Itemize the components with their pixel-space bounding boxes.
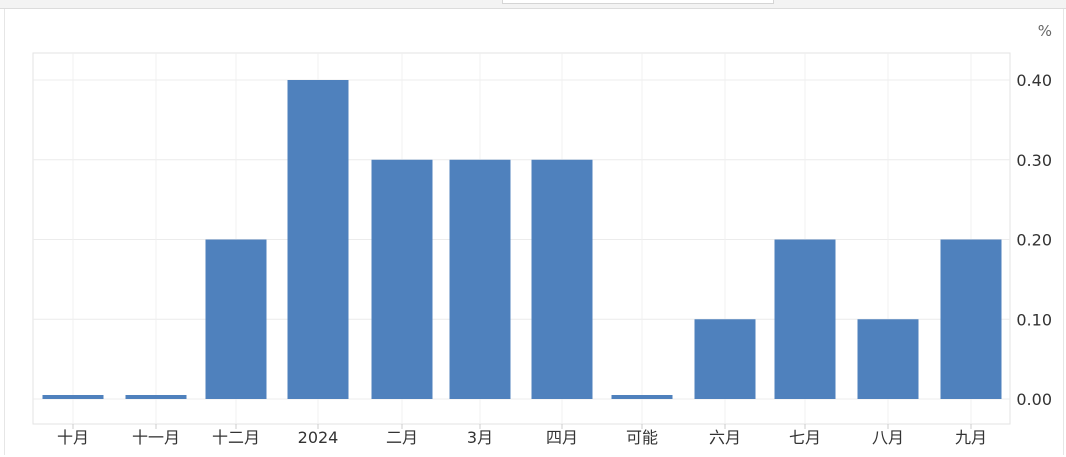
x-tick-label: 二月 [386,428,418,447]
bar[interactable] [611,395,673,399]
bar[interactable] [205,239,267,400]
x-tick-label: 2024 [298,428,339,447]
y-tick-label: 0.30 [1016,151,1052,170]
x-axis-ticks: 十月 十一月 十二月 2024 二月 3月 四月 可能 六月 七月 八月 九月 [57,424,987,447]
chart-frame [4,9,1064,455]
top-tab [502,0,774,4]
x-tick-label: 七月 [789,428,821,447]
bar[interactable] [287,80,349,399]
x-tick-label: 可能 [626,428,658,447]
plot-area-border [32,52,1011,425]
y-tick-label: 0.20 [1016,231,1052,250]
bar[interactable] [371,159,433,399]
y-axis-unit: % [1038,22,1052,40]
y-tick-label: 0.40 [1016,71,1052,90]
bar[interactable] [42,395,104,399]
x-tick-label: 十月 [57,428,89,447]
x-tick-label: 3月 [467,428,493,447]
bars [42,80,1002,400]
y-tick-label: 0.00 [1016,390,1052,409]
bar[interactable] [940,239,1002,400]
x-tick-label: 十一月 [132,428,180,447]
bar[interactable] [125,395,187,399]
x-tick-label: 四月 [546,428,578,447]
x-tick-label: 十二月 [212,428,260,447]
bar[interactable] [694,319,756,399]
x-tick-label: 六月 [709,428,741,447]
y-tick-label: 0.10 [1016,310,1052,329]
window-top-bar [0,0,1066,9]
bar[interactable] [449,159,511,399]
x-tick-label: 八月 [872,428,904,447]
x-tick-label: 九月 [955,428,987,447]
y-axis-ticks: 0.00 0.10 0.20 0.30 0.40 [1016,71,1052,409]
bar[interactable] [774,239,836,400]
bar[interactable] [531,159,593,399]
bar[interactable] [857,319,919,399]
